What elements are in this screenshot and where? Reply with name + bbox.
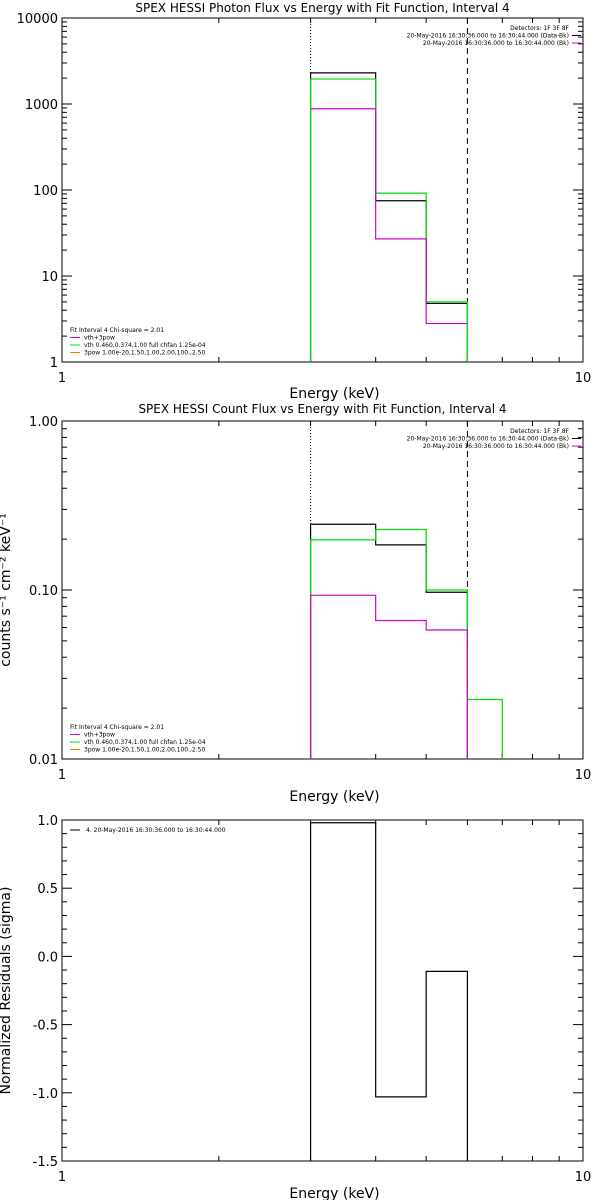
x-axis-label: Energy (keV) xyxy=(289,1186,379,1200)
step-series-1 xyxy=(309,78,469,362)
legend-text: vth 0.460,0.374,1.00 full chfan 1.25e-04 xyxy=(84,739,206,746)
plot-frame xyxy=(61,819,584,1162)
legend-text: 20-May-2016 16:30:36.000 to 16:30:44.000… xyxy=(423,443,569,450)
y-tick-label: -1.0 xyxy=(33,1087,58,1102)
step-series-0 xyxy=(309,72,469,362)
y-tick-label: 1.0 xyxy=(37,814,58,829)
legend-text: vth+3pow xyxy=(84,335,115,342)
legend-text: Detectors: 1F 3F 8F xyxy=(510,428,569,435)
y-axis-label: counts s⁻¹ cm⁻² keV⁻¹ xyxy=(0,513,14,667)
legend-text: vth+3pow xyxy=(84,732,115,739)
legend-text: 4. 20-May-2016 16:30:36.000 to 16:30:44.… xyxy=(86,827,226,834)
y-tick-label: 0.10 xyxy=(29,584,58,599)
y-tick-label: 10 xyxy=(41,270,58,285)
x-tick-label: 1 xyxy=(58,1170,66,1185)
x-tick-label: 10 xyxy=(575,1170,592,1185)
y-tick-label: 0.5 xyxy=(37,882,58,897)
x-axis-label: Energy (keV) xyxy=(289,789,379,805)
y-tick-label: -0.5 xyxy=(33,1019,58,1034)
step-series-2 xyxy=(310,108,468,325)
legend-text: 3pow 1.00e-20,1.50,1.00,2.00,100.,2.50 xyxy=(84,350,205,357)
legend-text: 3pow 1.00e-20,1.50,1.00,2.00,100.,2.50 xyxy=(84,747,205,754)
plot-frame xyxy=(61,420,584,760)
legend-text: 20-May-2016 16:30:36.000 to 16:30:44.000… xyxy=(423,40,569,47)
step-series-2 xyxy=(309,594,469,759)
count-flux-panel: SPEX HESSI Count Flux vs Energy with Fit… xyxy=(0,402,591,805)
step-series-0 xyxy=(309,822,469,1161)
legend-text: Fit Interval 4 Chi-square = 2.01 xyxy=(70,724,164,731)
y-tick-label: 10000 xyxy=(17,12,58,27)
legend-text: Fit Interval 4 Chi-square = 2.01 xyxy=(70,327,164,334)
legend-text: 20-May-2016 16:30:36.000 to 16:30:44.000… xyxy=(407,33,569,40)
legend-text: 20-May-2016 16:30:36.000 to 16:30:44.000… xyxy=(407,436,569,443)
y-tick-label: 0.0 xyxy=(37,950,58,965)
step-series-1 xyxy=(309,528,503,759)
photon-flux-panel: SPEX HESSI Photon Flux vs Energy with Fi… xyxy=(17,1,592,402)
y-tick-label: 100 xyxy=(33,184,58,199)
y-tick-label: 1.00 xyxy=(29,415,58,430)
chart-title: SPEX HESSI Photon Flux vs Energy with Fi… xyxy=(135,1,509,15)
y-tick-label: -1.5 xyxy=(33,1155,58,1170)
x-tick-label: 10 xyxy=(575,768,592,783)
y-tick-label: 0.01 xyxy=(29,753,58,768)
step-series-0 xyxy=(309,523,469,759)
plot-frame xyxy=(61,17,584,363)
legend-text: Detectors: 1F 3F 8F xyxy=(510,25,569,32)
legend-text: vth 0.460,0.374,1.00 full chfan 1.25e-04 xyxy=(84,342,206,349)
residuals-panel: Energy (keV) Normalized Residuals (sigma)… xyxy=(0,814,591,1200)
chart-title: SPEX HESSI Count Flux vs Energy with Fit… xyxy=(138,402,506,416)
y-tick-label: 1000 xyxy=(25,98,58,113)
x-tick-label: 10 xyxy=(575,371,592,386)
y-axis-label: Normalized Residuals (sigma) xyxy=(0,887,14,1095)
y-tick-label: 1 xyxy=(50,356,58,371)
x-axis-label: Energy (keV) xyxy=(289,386,379,402)
x-tick-label: 1 xyxy=(58,371,66,386)
x-tick-label: 1 xyxy=(58,768,66,783)
